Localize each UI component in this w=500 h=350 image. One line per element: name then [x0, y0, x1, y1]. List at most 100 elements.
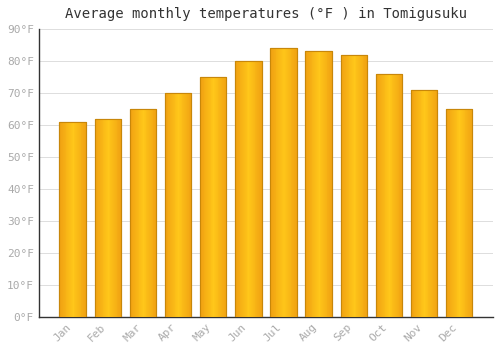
- Bar: [351, 55, 352, 317]
- Bar: [433, 90, 434, 317]
- Bar: [256, 61, 257, 317]
- Bar: [172, 93, 173, 317]
- Bar: [397, 74, 398, 317]
- Bar: [224, 77, 226, 317]
- Bar: [155, 109, 156, 317]
- Bar: [289, 48, 290, 317]
- Bar: [395, 74, 396, 317]
- Bar: [354, 55, 356, 317]
- Bar: [63, 122, 64, 317]
- Bar: [358, 55, 359, 317]
- Bar: [309, 51, 310, 317]
- Bar: [236, 61, 237, 317]
- Bar: [119, 119, 120, 317]
- Bar: [306, 51, 332, 317]
- Bar: [235, 61, 236, 317]
- Bar: [222, 77, 223, 317]
- Bar: [165, 93, 166, 317]
- Bar: [470, 109, 472, 317]
- Bar: [140, 109, 141, 317]
- Bar: [85, 122, 86, 317]
- Bar: [223, 77, 224, 317]
- Bar: [60, 122, 86, 317]
- Bar: [380, 74, 381, 317]
- Bar: [288, 48, 289, 317]
- Bar: [398, 74, 400, 317]
- Bar: [97, 119, 98, 317]
- Bar: [428, 90, 430, 317]
- Bar: [96, 119, 97, 317]
- Bar: [469, 109, 470, 317]
- Bar: [423, 90, 424, 317]
- Bar: [376, 74, 378, 317]
- Bar: [307, 51, 308, 317]
- Bar: [282, 48, 284, 317]
- Bar: [221, 77, 222, 317]
- Bar: [306, 51, 307, 317]
- Bar: [270, 48, 296, 317]
- Bar: [144, 109, 146, 317]
- Bar: [458, 109, 459, 317]
- Bar: [468, 109, 469, 317]
- Bar: [330, 51, 331, 317]
- Bar: [79, 122, 80, 317]
- Bar: [286, 48, 287, 317]
- Bar: [431, 90, 432, 317]
- Bar: [360, 55, 361, 317]
- Bar: [94, 119, 121, 317]
- Bar: [387, 74, 388, 317]
- Bar: [173, 93, 174, 317]
- Bar: [325, 51, 326, 317]
- Bar: [179, 93, 180, 317]
- Bar: [466, 109, 467, 317]
- Bar: [149, 109, 150, 317]
- Bar: [318, 51, 320, 317]
- Bar: [112, 119, 113, 317]
- Bar: [258, 61, 259, 317]
- Bar: [254, 61, 256, 317]
- Bar: [456, 109, 458, 317]
- Bar: [212, 77, 213, 317]
- Bar: [68, 122, 69, 317]
- Bar: [244, 61, 245, 317]
- Bar: [242, 61, 243, 317]
- Bar: [118, 119, 119, 317]
- Bar: [107, 119, 108, 317]
- Bar: [274, 48, 276, 317]
- Bar: [253, 61, 254, 317]
- Bar: [376, 74, 402, 317]
- Bar: [215, 77, 216, 317]
- Bar: [432, 90, 433, 317]
- Bar: [187, 93, 188, 317]
- Bar: [143, 109, 144, 317]
- Bar: [94, 119, 96, 317]
- Bar: [467, 109, 468, 317]
- Bar: [292, 48, 293, 317]
- Bar: [376, 74, 402, 317]
- Bar: [400, 74, 401, 317]
- Bar: [237, 61, 238, 317]
- Bar: [329, 51, 330, 317]
- Bar: [272, 48, 273, 317]
- Bar: [344, 55, 345, 317]
- Bar: [279, 48, 280, 317]
- Bar: [356, 55, 358, 317]
- Bar: [62, 122, 63, 317]
- Bar: [331, 51, 332, 317]
- Bar: [80, 122, 82, 317]
- Bar: [390, 74, 392, 317]
- Bar: [365, 55, 366, 317]
- Bar: [138, 109, 140, 317]
- Bar: [315, 51, 316, 317]
- Bar: [220, 77, 221, 317]
- Bar: [388, 74, 389, 317]
- Bar: [106, 119, 107, 317]
- Bar: [60, 122, 86, 317]
- Bar: [340, 55, 367, 317]
- Bar: [378, 74, 380, 317]
- Bar: [317, 51, 318, 317]
- Bar: [186, 93, 187, 317]
- Bar: [353, 55, 354, 317]
- Bar: [200, 77, 226, 317]
- Title: Average monthly temperatures (°F ) in Tomigusuku: Average monthly temperatures (°F ) in To…: [65, 7, 467, 21]
